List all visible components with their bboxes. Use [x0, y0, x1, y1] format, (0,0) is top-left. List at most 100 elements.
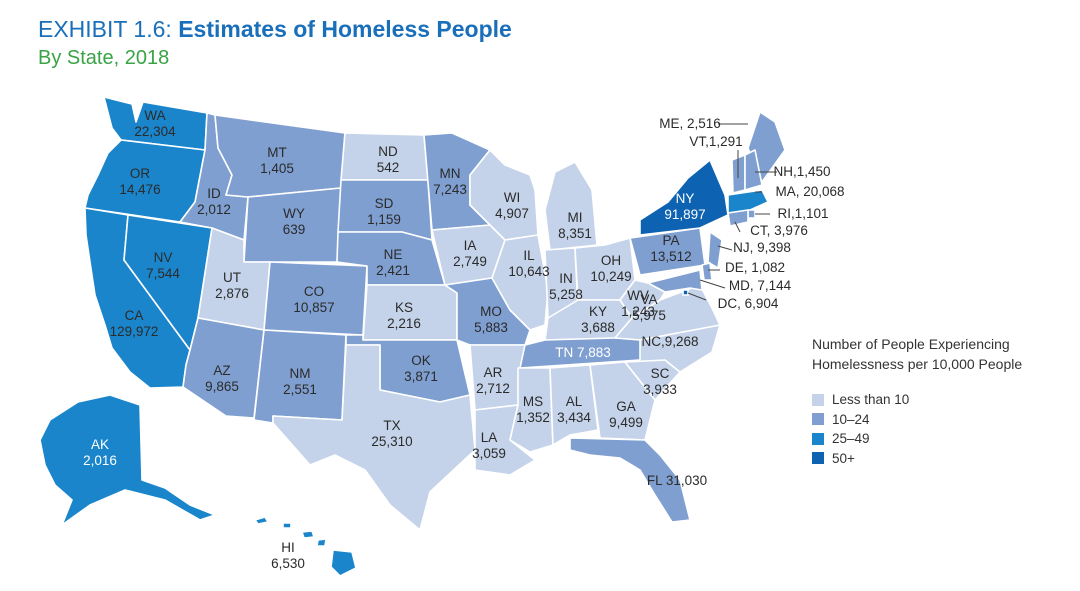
legend-item: 25–49	[812, 429, 1062, 449]
state-DC	[682, 289, 689, 296]
state-abbr-LA: LA	[481, 430, 498, 445]
label-separator: ,	[737, 296, 745, 311]
title-main: Estimates of Homeless People	[178, 16, 512, 42]
title-prefix: EXHIBIT 1.6:	[38, 16, 179, 42]
state-value-NY: 91,897	[664, 207, 705, 222]
legend-swatch	[812, 413, 824, 426]
leader-line-MD	[699, 279, 726, 289]
label-separator: ,	[661, 334, 665, 349]
state-value-WV: 1,243	[621, 304, 655, 319]
state-RI	[747, 209, 756, 219]
state-abbr-NY: NY	[676, 191, 695, 206]
state-abbr-MT: MT	[267, 145, 287, 160]
state-abbr-WV: WV	[627, 288, 649, 303]
state-abbr-WY: WY	[283, 206, 305, 221]
state-HI	[254, 516, 357, 577]
state-value-MS: 1,352	[516, 410, 550, 425]
state-value-VA: 5,975	[632, 308, 666, 323]
state-abbr-IA: IA	[464, 238, 477, 253]
state-VA	[614, 284, 721, 341]
state-value-GA: 9,499	[609, 415, 643, 430]
legend-label: Less than 10	[832, 392, 910, 408]
legend-swatch	[812, 452, 824, 465]
state-value: 2,516	[687, 116, 721, 131]
state-value-PA: 13,512	[650, 249, 691, 264]
state-abbr: FL	[647, 473, 663, 488]
legend-item: 10–24	[812, 410, 1062, 430]
state-abbr-SD: SD	[375, 196, 394, 211]
state-value-CA: 129,972	[110, 324, 159, 339]
legend-items: Less than 10 10–24 25–49 50+	[812, 390, 1062, 468]
state-value-OR: 14,476	[119, 182, 160, 197]
state-value-IL: 10,643	[508, 264, 549, 279]
state-abbr-IL: IL	[523, 248, 535, 263]
state-value-MO: 5,883	[474, 320, 508, 335]
label-separator: ,	[793, 164, 797, 179]
state-abbr-KS: KS	[395, 300, 413, 315]
state-value: 1,082	[751, 260, 785, 275]
state-value: 20,068	[803, 184, 844, 199]
legend-swatch	[812, 432, 824, 445]
state-value-WY: 639	[283, 222, 306, 237]
state-label-NC: NC,9,268	[641, 334, 698, 349]
leader-line-CT	[734, 221, 741, 233]
chart-title: EXHIBIT 1.6: Estimates of Homeless Peopl…	[38, 16, 512, 43]
label-separator: ,	[767, 223, 775, 238]
state-OR	[84, 139, 206, 223]
label-separator: ,	[750, 240, 758, 255]
legend-item: 50+	[812, 449, 1062, 469]
state-abbr-AR: AR	[484, 365, 503, 380]
state-abbr: MA	[775, 184, 795, 199]
state-value-MT: 1,405	[260, 161, 294, 176]
state-abbr-OR: OR	[130, 166, 151, 181]
state-abbr: NH	[773, 164, 793, 179]
state-abbr-VA: VA	[640, 292, 657, 307]
state-abbr: VT	[689, 134, 706, 149]
state-abbr-UT: UT	[223, 270, 241, 285]
state-value-IA: 2,749	[453, 254, 487, 269]
state-value-OK: 3,871	[404, 369, 438, 384]
state-abbr-SC: SC	[651, 366, 670, 381]
state-value-KS: 2,216	[387, 316, 421, 331]
state-abbr: RI	[777, 206, 791, 221]
state-abbr-NV: NV	[154, 250, 173, 265]
state-label-DC: DC, 6,904	[718, 296, 779, 311]
state-value-MI: 8,351	[558, 226, 592, 241]
state-value-HI: 6,530	[271, 556, 305, 571]
state-value-NE: 2,421	[376, 263, 410, 278]
state-abbr-ND: ND	[378, 144, 398, 159]
legend-label: 50+	[832, 450, 855, 466]
state-value-WI: 4,907	[495, 206, 529, 221]
state-abbr-CO: CO	[304, 284, 324, 299]
state-abbr: ME	[659, 116, 679, 131]
label-separator: ,	[744, 260, 752, 275]
state-abbr-IN: IN	[559, 271, 573, 286]
state-value: 1,101	[795, 206, 829, 221]
state-abbr-MI: MI	[568, 210, 583, 225]
state-label-MD: MD, 7,144	[729, 278, 792, 293]
state-abbr-ID: ID	[207, 186, 221, 201]
state-label-MA: MA, 20,068	[775, 184, 844, 199]
state-CT	[727, 209, 749, 227]
state-value-ID: 2,012	[197, 202, 231, 217]
label-separator: ,	[796, 184, 804, 199]
state-value-LA: 3,059	[472, 446, 506, 461]
state-abbr-WI: WI	[504, 190, 521, 205]
leader-line-DC	[687, 292, 707, 301]
state-MD	[647, 269, 703, 293]
state-value-TX: 25,310	[371, 434, 412, 449]
state-value-AK: 2,016	[83, 453, 117, 468]
state-value-KY: 3,688	[581, 320, 615, 335]
state-value-MN: 7,243	[433, 182, 467, 197]
state-value: 7,144	[757, 278, 791, 293]
state-value-SD: 1,159	[367, 212, 401, 227]
leader-line-NJ	[717, 245, 733, 251]
state-value-NV: 7,544	[146, 266, 180, 281]
label-separator: ,	[705, 134, 709, 149]
state-abbr: CT	[750, 223, 768, 238]
state-value-NM: 2,551	[283, 382, 317, 397]
state-abbr: DC	[718, 296, 738, 311]
state-value: 1,450	[797, 164, 831, 179]
label-separator: ,	[791, 206, 795, 221]
state-abbr-MN: MN	[440, 166, 461, 181]
